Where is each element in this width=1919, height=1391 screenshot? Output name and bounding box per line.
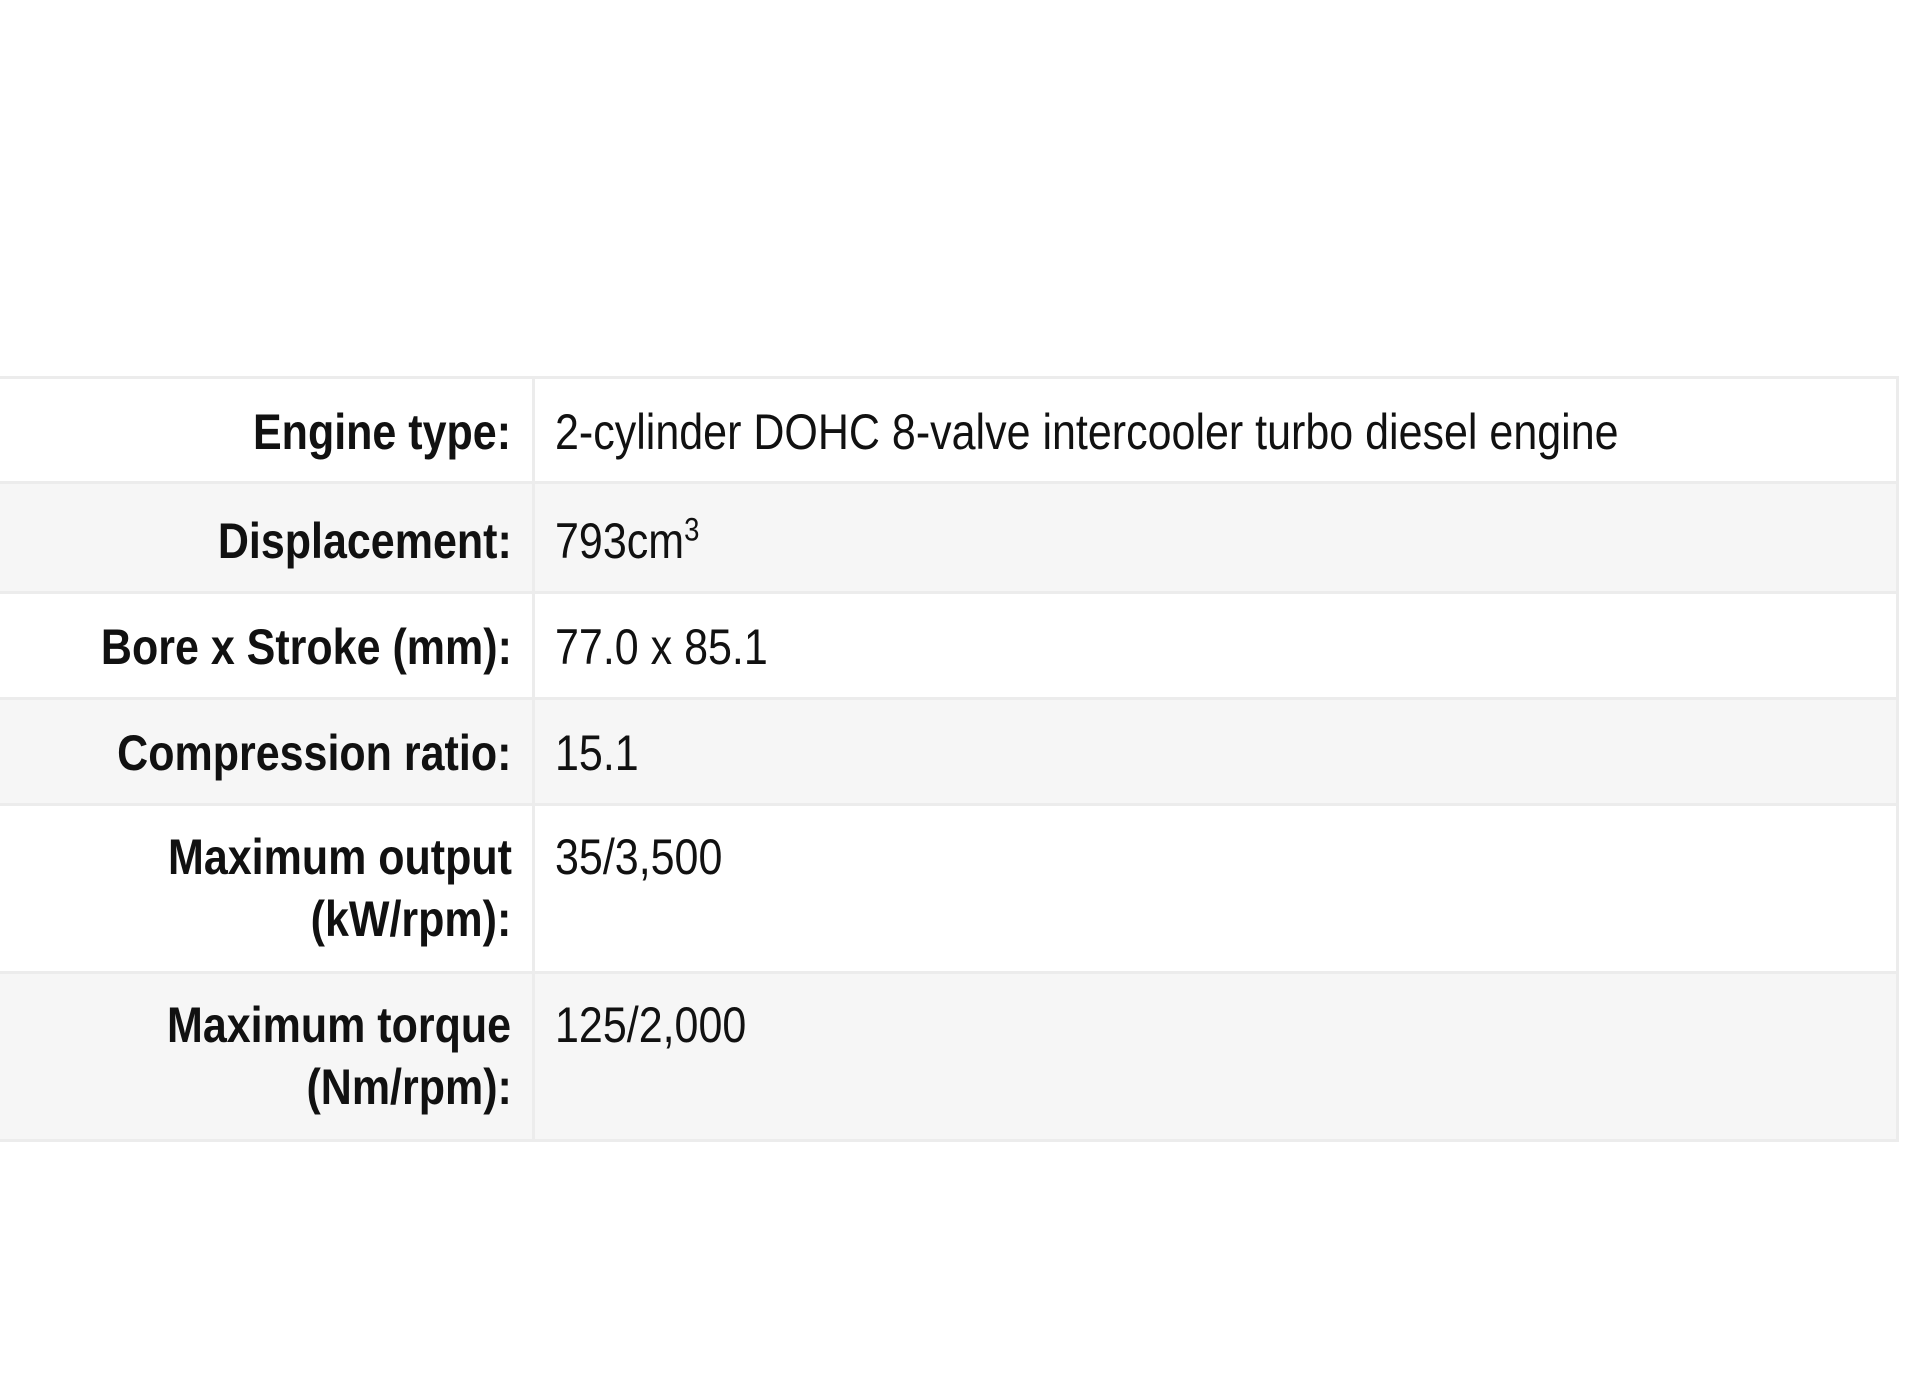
- engine-spec-table: Engine type: 2-cylinder DOHC 8-valve int…: [0, 376, 1899, 1142]
- row-label-line2: (kW/rpm):: [310, 891, 512, 947]
- row-value: 77.0 x 85.1: [554, 619, 768, 675]
- row-value: 2-cylinder DOHC 8-valve intercooler turb…: [554, 404, 1619, 460]
- row-label-line2: (Nm/rpm):: [306, 1059, 512, 1115]
- table-row: Engine type: 2-cylinder DOHC 8-valve int…: [0, 376, 1898, 484]
- row-value: 35/3,500: [554, 829, 722, 885]
- superscript: 3: [683, 511, 699, 548]
- row-value: 15.1: [554, 725, 639, 781]
- displacement-value: 793cm: [554, 513, 684, 569]
- row-value: 125/2,000: [554, 997, 746, 1053]
- table-row: Maximum output (kW/rpm): 35/3,500: [0, 803, 1898, 974]
- table-row: Bore x Stroke (mm): 77.0 x 85.1: [0, 591, 1898, 700]
- table-row: Compression ratio: 15.1: [0, 697, 1898, 806]
- row-label-line1: Maximum torque: [167, 997, 512, 1053]
- row-label-line1: Maximum output: [167, 829, 512, 885]
- row-label: Compression ratio:: [117, 725, 512, 781]
- row-label: Displacement:: [217, 513, 512, 569]
- table-row: Displacement: 793cm3: [0, 481, 1898, 594]
- row-label: Bore x Stroke (mm):: [100, 619, 512, 675]
- row-label: Engine type:: [253, 404, 512, 460]
- table-row: Maximum torque (Nm/rpm): 125/2,000: [0, 971, 1898, 1142]
- row-value: 793cm3: [555, 510, 699, 572]
